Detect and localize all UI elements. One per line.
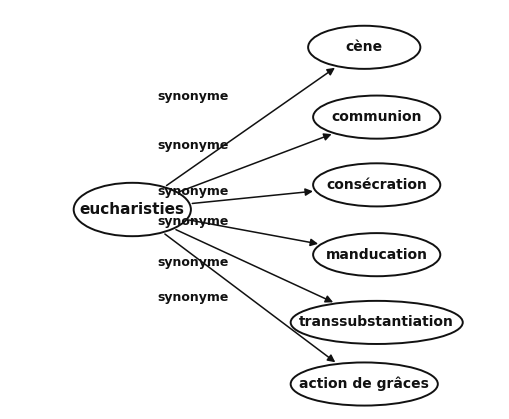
Text: action de grâces: action de grâces: [299, 377, 429, 391]
Text: consécration: consécration: [326, 178, 427, 192]
Text: synonyme: synonyme: [157, 140, 229, 153]
Text: manducation: manducation: [326, 248, 428, 262]
Text: synonyme: synonyme: [157, 184, 229, 197]
Text: synonyme: synonyme: [157, 291, 229, 304]
Text: eucharisties: eucharisties: [80, 202, 185, 217]
Text: synonyme: synonyme: [157, 256, 229, 269]
Text: synonyme: synonyme: [157, 215, 229, 228]
Text: communion: communion: [331, 110, 422, 124]
Text: cène: cène: [346, 40, 383, 54]
Text: transsubstantiation: transsubstantiation: [299, 316, 454, 329]
Text: synonyme: synonyme: [157, 90, 229, 103]
